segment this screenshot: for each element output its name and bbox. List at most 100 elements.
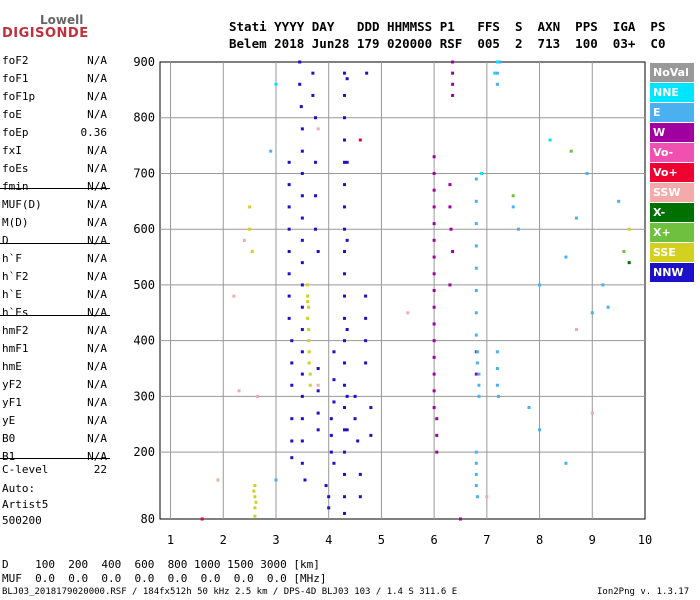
param-value: N/A	[87, 396, 107, 409]
param-value: N/A	[87, 270, 107, 283]
param-name: B0	[2, 432, 16, 445]
legend-item: Vo+	[650, 163, 694, 182]
data-point-sse	[250, 249, 254, 253]
data-point-ssw	[216, 478, 220, 482]
data-point-sse	[307, 350, 311, 354]
data-point-nne	[548, 138, 552, 142]
data-point-x-	[627, 261, 631, 265]
param-value: N/A	[87, 108, 107, 121]
param-name: foEs	[2, 162, 29, 175]
data-point-nnw	[300, 439, 304, 443]
data-point-nnw	[345, 160, 349, 164]
distance-row: D 100 200 400 600 800 1000 1500 3000 [km…	[2, 558, 320, 571]
header-values: Belem 2018 Jun28 179 020000 RSF 005 2 71…	[229, 36, 666, 51]
data-point-nnw	[287, 205, 291, 209]
data-point-sse	[248, 205, 252, 209]
param-name: B1	[2, 450, 16, 463]
data-point-nnw	[290, 339, 294, 343]
data-point-w	[432, 155, 436, 159]
data-point-nnw	[343, 511, 347, 515]
data-point-nnw	[343, 383, 347, 387]
data-point-nnw	[345, 428, 349, 432]
data-point-w	[432, 272, 436, 276]
legend-item: NNE	[650, 83, 694, 102]
data-point-e	[474, 266, 478, 270]
legend-item: NNW	[650, 263, 694, 282]
data-point-nnw	[365, 71, 369, 75]
data-point-ssw	[232, 294, 236, 298]
param-name: h`F	[2, 252, 22, 265]
data-point-nnw	[300, 216, 304, 220]
data-point-w	[432, 372, 436, 376]
panel-divider	[0, 458, 110, 459]
data-point-e	[538, 283, 542, 287]
y-tick-label: 400	[133, 334, 155, 348]
data-point-nnw	[300, 305, 304, 309]
data-point-nnw	[329, 417, 333, 421]
data-point-e	[474, 484, 478, 488]
data-point-nnw	[343, 472, 347, 476]
panel-divider	[0, 188, 110, 189]
data-point-nnw	[345, 238, 349, 242]
data-point-e	[495, 367, 499, 371]
data-point-e	[477, 383, 481, 387]
data-point-w	[432, 171, 436, 175]
data-point-nnw	[314, 116, 318, 120]
data-point-e	[474, 472, 478, 476]
param-name: hmF2	[2, 324, 29, 337]
data-point-nnw	[343, 361, 347, 365]
data-point-nnw	[332, 400, 336, 404]
data-point-ssw	[242, 238, 246, 242]
data-point-w	[451, 82, 455, 86]
data-point-nne	[274, 82, 278, 86]
data-point-nnw	[364, 294, 368, 298]
y-tick-label: 200	[133, 445, 155, 459]
y-tick-label: 800	[133, 111, 155, 125]
data-point-e	[495, 350, 499, 354]
param-name: MUF(D)	[2, 198, 42, 211]
data-point-nnw	[314, 227, 318, 231]
data-point-nnw	[300, 127, 304, 131]
data-point-w	[432, 205, 436, 209]
panel-divider	[0, 243, 110, 244]
data-point-nnw	[332, 461, 336, 465]
data-point-nnw	[311, 71, 315, 75]
data-point-nnw	[300, 149, 304, 153]
data-point-nnw	[356, 439, 360, 443]
data-point-nnw	[300, 328, 304, 332]
data-point-nnw	[343, 316, 347, 320]
data-point-e	[590, 311, 594, 315]
data-point-nnw	[345, 328, 349, 332]
legend-item: SSW	[650, 183, 694, 202]
data-point-e	[474, 333, 478, 337]
data-point-e	[474, 289, 478, 292]
data-point-nnw	[300, 394, 304, 398]
data-point-nne	[480, 171, 484, 175]
plot-frame	[159, 61, 646, 520]
data-point-sse	[308, 372, 312, 376]
data-point-nnw	[353, 394, 357, 398]
data-point-e	[477, 394, 481, 398]
data-point-e	[574, 216, 578, 220]
data-point-nnw	[299, 105, 303, 109]
param-name: hmF1	[2, 342, 29, 355]
data-point-e	[475, 495, 479, 499]
data-point-w	[432, 289, 436, 292]
data-point-nnw	[300, 372, 304, 376]
data-point-sse	[253, 495, 257, 499]
param-name: h`F2	[2, 270, 29, 283]
data-point-nnw	[358, 495, 362, 499]
data-point-e	[475, 361, 479, 365]
data-point-w	[435, 417, 439, 421]
data-point-nnw	[345, 77, 349, 81]
param-value: N/A	[87, 216, 107, 229]
data-point-sse	[248, 227, 252, 231]
data-point-nnw	[343, 294, 347, 298]
data-point-nnw	[316, 411, 320, 415]
data-point-sse	[252, 489, 256, 493]
data-point-ssw	[574, 328, 578, 332]
data-point-nnw	[329, 450, 333, 454]
data-point-sse	[306, 316, 310, 320]
param-name: foF1p	[2, 90, 36, 103]
data-point-w	[448, 205, 452, 209]
